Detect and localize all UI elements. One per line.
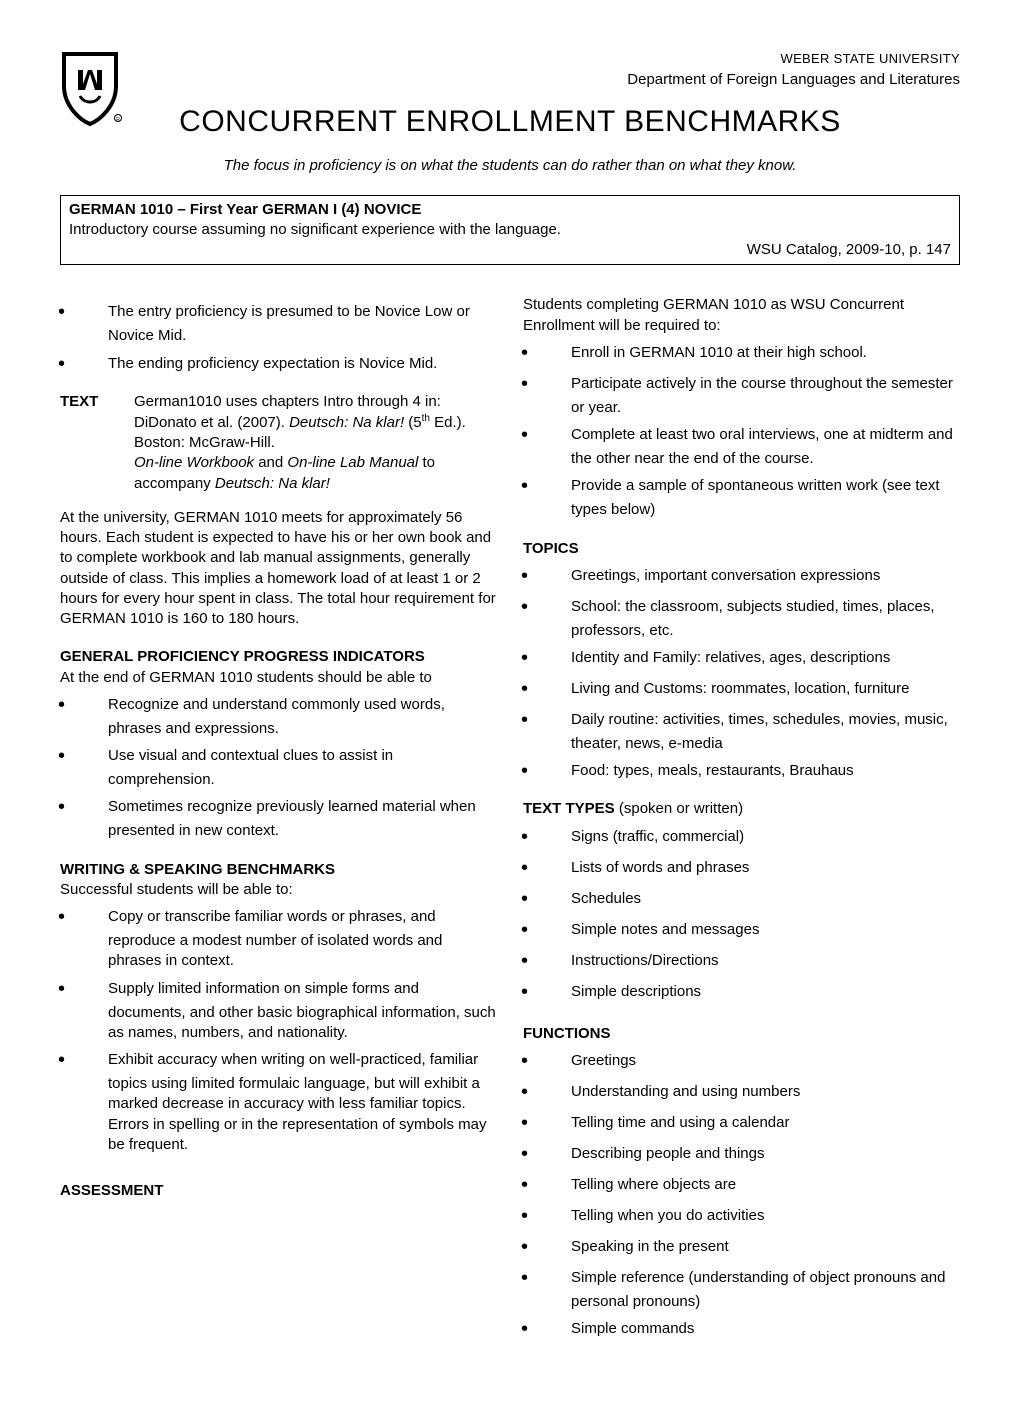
list-item: Telling time and using a calendar bbox=[571, 1110, 960, 1137]
functions-list: Greetings Understanding and using number… bbox=[523, 1048, 960, 1343]
list-item: Living and Customs: roommates, location,… bbox=[571, 676, 960, 703]
text-line: German1010 uses chapters Intro through 4… bbox=[134, 393, 441, 410]
hours-paragraph: At the university, GERMAN 1010 meets for… bbox=[60, 508, 497, 630]
list-item: Food: types, meals, restaurants, Brauhau… bbox=[571, 758, 960, 785]
list-item: Identity and Family: relatives, ages, de… bbox=[571, 645, 960, 672]
wsb-heading: WRITING & SPEAKING BENCHMARKS bbox=[60, 860, 497, 880]
text-label: TEXT bbox=[60, 392, 134, 494]
list-item: Speaking in the present bbox=[571, 1234, 960, 1261]
list-item: Telling where objects are bbox=[571, 1172, 960, 1199]
list-item: The ending proficiency expectation is No… bbox=[108, 351, 497, 378]
list-item: Simple commands bbox=[571, 1316, 960, 1343]
course-title: GERMAN 1010 – First Year GERMAN I (4) NO… bbox=[69, 200, 951, 220]
list-item: Instructions/Directions bbox=[571, 948, 960, 975]
right-column: Students completing GERMAN 1010 as WSU C… bbox=[523, 295, 960, 1357]
list-item: Describing people and things bbox=[571, 1141, 960, 1168]
requirements-intro: Students completing GERMAN 1010 as WSU C… bbox=[523, 295, 960, 336]
list-item: Signs (traffic, commercial) bbox=[571, 824, 960, 851]
list-item: Telling when you do activities bbox=[571, 1203, 960, 1230]
department-name: Department of Foreign Languages and Lite… bbox=[60, 70, 960, 90]
left-column: The entry proficiency is presumed to be … bbox=[60, 295, 497, 1357]
list-item: Lists of words and phrases bbox=[571, 855, 960, 882]
requirements-list: Enroll in GERMAN 1010 at their high scho… bbox=[523, 340, 960, 521]
text-types-heading: TEXT TYPES bbox=[523, 800, 615, 817]
header-block: R WEBER STATE UNIVERSITY Department of F… bbox=[60, 50, 960, 177]
course-description: Introductory course assuming no signific… bbox=[69, 220, 951, 240]
list-item: Understanding and using numbers bbox=[571, 1079, 960, 1106]
text-types-list: Signs (traffic, commercial) Lists of wor… bbox=[523, 824, 960, 1006]
book-title: On-line Lab Manual bbox=[287, 454, 418, 471]
textbook-body: German1010 uses chapters Intro through 4… bbox=[134, 392, 497, 494]
ordinal-suffix: th bbox=[422, 413, 430, 424]
university-logo: R bbox=[60, 50, 122, 128]
list-item: Simple descriptions bbox=[571, 979, 960, 1006]
assessment-heading: ASSESSMENT bbox=[60, 1181, 497, 1201]
list-item: School: the classroom, subjects studied,… bbox=[571, 594, 960, 641]
shield-icon: R bbox=[60, 50, 122, 128]
gppi-intro: At the end of GERMAN 1010 students shoul… bbox=[60, 668, 497, 688]
book-title: On-line Workbook bbox=[134, 454, 254, 471]
list-item: Provide a sample of spontaneous written … bbox=[571, 473, 960, 520]
list-item: Supply limited information on simple for… bbox=[108, 976, 497, 1044]
list-item: Copy or transcribe familiar words or phr… bbox=[108, 904, 497, 972]
text-line: (5 bbox=[404, 414, 422, 431]
text-line: DiDonato et al. (2007). bbox=[134, 414, 289, 431]
content-columns: The entry proficiency is presumed to be … bbox=[60, 295, 960, 1357]
page-title: CONCURRENT ENROLLMENT BENCHMARKS bbox=[60, 102, 960, 143]
list-item: Use visual and contextual clues to assis… bbox=[108, 743, 497, 790]
text-types-heading-line: TEXT TYPES (spoken or written) bbox=[523, 799, 960, 819]
wsb-list: Copy or transcribe familiar words or phr… bbox=[60, 904, 497, 1155]
textbook-section: TEXT German1010 uses chapters Intro thro… bbox=[60, 392, 497, 494]
list-item: Simple reference (understanding of objec… bbox=[571, 1265, 960, 1312]
proficiency-list: The entry proficiency is presumed to be … bbox=[60, 299, 497, 377]
list-item: Participate actively in the course throu… bbox=[571, 371, 960, 418]
list-item: Enroll in GERMAN 1010 at their high scho… bbox=[571, 340, 960, 367]
list-item: Schedules bbox=[571, 886, 960, 913]
list-item: Exhibit accuracy when writing on well-pr… bbox=[108, 1047, 497, 1155]
list-item: Daily routine: activities, times, schedu… bbox=[571, 707, 960, 754]
book-title: Deutsch: Na klar! bbox=[289, 414, 404, 431]
list-item: Recognize and understand commonly used w… bbox=[108, 692, 497, 739]
list-item: Greetings bbox=[571, 1048, 960, 1075]
list-item: Sometimes recognize previously learned m… bbox=[108, 794, 497, 841]
gppi-list: Recognize and understand commonly used w… bbox=[60, 692, 497, 842]
university-name: WEBER STATE UNIVERSITY bbox=[60, 50, 960, 68]
topics-heading: TOPICS bbox=[523, 539, 960, 559]
list-item: Greetings, important conversation expres… bbox=[571, 563, 960, 590]
gppi-heading: GENERAL PROFICIENCY PROGRESS INDICATORS bbox=[60, 647, 497, 667]
list-item: Complete at least two oral interviews, o… bbox=[571, 422, 960, 469]
topics-list: Greetings, important conversation expres… bbox=[523, 563, 960, 786]
text-types-suffix: (spoken or written) bbox=[615, 800, 743, 817]
list-item: Simple notes and messages bbox=[571, 917, 960, 944]
book-title: Deutsch: Na klar! bbox=[215, 475, 330, 492]
catalog-reference: WSU Catalog, 2009-10, p. 147 bbox=[69, 240, 951, 260]
course-box: GERMAN 1010 – First Year GERMAN I (4) NO… bbox=[60, 195, 960, 266]
tagline: The focus in proficiency is on what the … bbox=[60, 156, 960, 176]
functions-heading: FUNCTIONS bbox=[523, 1024, 960, 1044]
wsb-intro: Successful students will be able to: bbox=[60, 880, 497, 900]
text-line: and bbox=[254, 454, 287, 471]
svg-text:R: R bbox=[116, 117, 120, 123]
list-item: The entry proficiency is presumed to be … bbox=[108, 299, 497, 346]
